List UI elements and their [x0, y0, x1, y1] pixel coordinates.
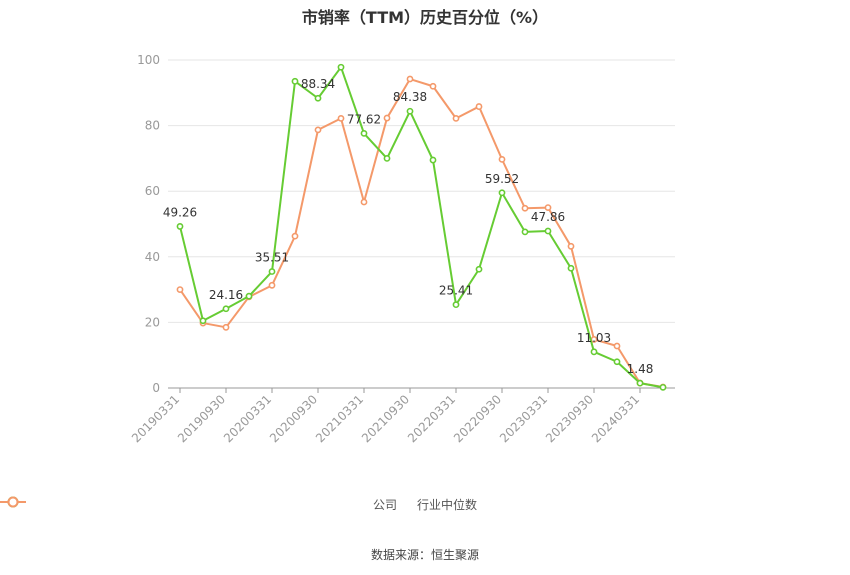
x-tick-label: 20190930: [175, 392, 228, 445]
data-point-company: [590, 348, 598, 356]
x-tick-label: 20200331: [221, 392, 274, 445]
data-label: 25.41: [439, 284, 473, 298]
x-tick-label: 20190331: [129, 392, 182, 445]
legend-item-company[interactable]: 公司: [0, 496, 397, 513]
data-point-company: [567, 264, 575, 272]
data-point-industry: [521, 204, 529, 212]
data-point-industry: [268, 281, 276, 289]
series-line-industry: [179, 78, 664, 389]
data-point-industry: [567, 242, 575, 250]
data-point-industry: [498, 155, 506, 163]
data-label: 49.26: [163, 205, 197, 219]
y-tick-label: 0: [152, 381, 160, 395]
x-tick-label: 20220930: [451, 392, 504, 445]
data-label: 84.38: [393, 90, 427, 104]
data-label: 35.51: [255, 251, 289, 265]
data-label: 24.16: [209, 288, 243, 302]
data-point-company: [521, 228, 529, 236]
series-line-company: [179, 66, 664, 389]
data-point-industry: [406, 75, 414, 83]
data-point-company: [199, 317, 207, 325]
data-point-industry: [222, 323, 230, 331]
legend-label-company: 公司: [372, 498, 397, 512]
data-label: 77.62: [347, 112, 381, 126]
data-point-company: [406, 107, 414, 115]
data-point-company: [268, 268, 276, 275]
x-tick-label: 20230331: [497, 392, 550, 445]
y-tick-label: 20: [145, 315, 160, 329]
data-point-industry: [475, 103, 483, 110]
data-point-industry: [544, 204, 552, 211]
x-tick-label: 20210331: [313, 392, 366, 445]
data-point-company: [245, 292, 253, 300]
data-point-company: [659, 383, 667, 391]
data-point-company: [452, 301, 460, 309]
data-point-company: [498, 189, 506, 197]
data-point-company: [544, 227, 552, 235]
data-point-company: [475, 265, 483, 273]
legend: 公司 行业中位数: [0, 496, 850, 513]
data-point-company: [429, 156, 437, 164]
data-point-industry: [314, 126, 322, 134]
data-point-industry: [360, 198, 368, 206]
data-point-company: [337, 63, 345, 71]
x-tick-label: 20200930: [267, 392, 320, 445]
x-tick-label: 20210930: [359, 392, 412, 445]
data-point-company: [360, 130, 368, 137]
data-point-company: [383, 154, 391, 162]
data-label: 88.34: [301, 77, 335, 91]
data-point-company: [176, 223, 184, 230]
y-tick-label: 100: [137, 53, 160, 67]
data-label: 47.86: [531, 210, 565, 224]
x-tick-label: 20220331: [405, 392, 458, 445]
data-point-industry: [383, 114, 391, 122]
data-point-industry: [291, 232, 299, 240]
data-point-industry: [613, 342, 621, 350]
data-point-company: [636, 379, 644, 387]
data-point-company: [314, 94, 322, 102]
legend-item-industry[interactable]: 行业中位数: [0, 496, 478, 513]
line-chart: 0 20 40 60 80 100 2019033120190930202003312020…: [129, 53, 675, 445]
y-tick-label: 60: [145, 184, 160, 198]
data-point-company: [613, 358, 621, 366]
x-tick-label: 20240331: [589, 392, 642, 445]
data-point-company: [222, 305, 230, 313]
data-point-industry: [176, 286, 184, 293]
chart-title: 市销率（TTM）历史百分位（%）: [301, 8, 549, 27]
data-point-industry: [429, 82, 437, 90]
data-point-industry: [337, 114, 345, 122]
data-point-industry: [452, 114, 460, 122]
data-label: 1.48: [627, 362, 654, 376]
legend-label-industry: 行业中位数: [417, 498, 478, 512]
data-source: 数据来源：恒生聚源: [370, 548, 479, 562]
y-tick-label: 40: [145, 250, 160, 264]
data-label: 59.52: [485, 172, 519, 186]
data-label: 11.03: [577, 331, 611, 345]
data-point-company: [291, 77, 299, 85]
x-tick-label: 20230930: [543, 392, 596, 445]
legend-marker-industry-icon: [0, 496, 26, 508]
y-tick-label: 80: [145, 119, 160, 133]
